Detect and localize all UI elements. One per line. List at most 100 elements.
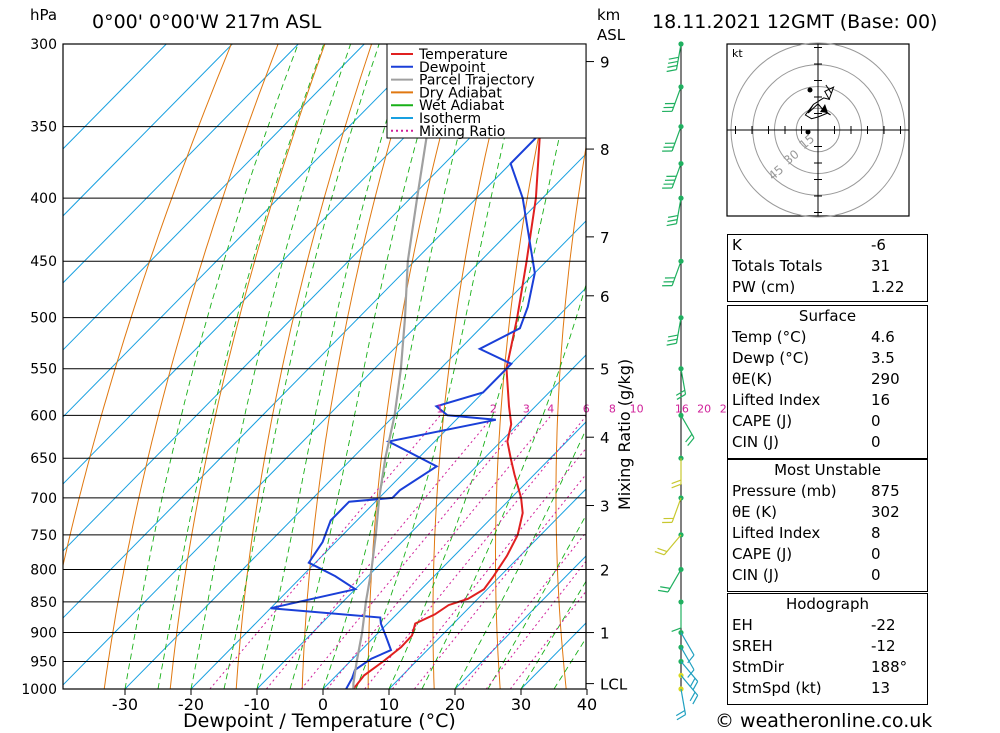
table-row: Most Unstable xyxy=(728,460,927,481)
table-cell: -6 xyxy=(871,236,886,254)
mixing-ratio-line xyxy=(414,473,586,689)
table-row: Surface xyxy=(728,306,927,327)
wind-barb-feather xyxy=(692,681,699,691)
wind-barb-feather xyxy=(687,654,695,664)
hodograph-table: Hodograph EH -22 SREH -12 StmDir 188° StmSp… xyxy=(728,594,927,699)
wind-barb xyxy=(680,632,695,656)
table-cell: Temp (°C) xyxy=(732,328,807,346)
pressure-tick-label: 800 xyxy=(30,562,57,578)
km-tick-label: 6 xyxy=(600,288,610,306)
wind-barb-feather xyxy=(667,214,679,218)
wind-barb-feather xyxy=(668,56,679,60)
pressure-tick-label: 400 xyxy=(30,191,57,207)
wind-barb-feather xyxy=(671,483,682,489)
table-row: Totals Totals 31 xyxy=(728,256,927,277)
mixing-ratio-label: 3 xyxy=(523,402,530,415)
table-cell: Dewp (°C) xyxy=(732,349,810,367)
wind-barb-feather xyxy=(689,677,696,688)
table-cell: 302 xyxy=(871,503,900,521)
wind-barb-feather xyxy=(671,627,682,633)
datetime-title: 18.11.2021 12GMT (Base: 00) xyxy=(652,11,937,33)
x-tick-label: 10 xyxy=(379,695,399,714)
table-cell: EH xyxy=(732,616,753,634)
plot-frame xyxy=(62,43,587,690)
legend-label: Isotherm xyxy=(419,111,481,127)
dry-adiabat-line xyxy=(555,144,586,689)
table-row: Dewp (°C) 3.5 xyxy=(728,348,927,369)
wet-adiabat-line xyxy=(355,44,528,689)
km-tick-label: 4 xyxy=(600,429,610,447)
hodograph-panel: Hodograph EH -22 SREH -12 StmDir 188° StmSp… xyxy=(727,593,928,705)
wind-barb xyxy=(680,415,695,439)
mixing-ratio-line xyxy=(392,447,586,689)
km-tick-label: 8 xyxy=(600,141,610,159)
km-tick-label: 2 xyxy=(600,561,610,579)
table-cell: -22 xyxy=(871,616,896,634)
wind-barb-feather xyxy=(654,550,665,556)
wind-barb xyxy=(680,646,695,671)
x-tick-label: -10 xyxy=(244,695,270,714)
pressure-unit-label: hPa xyxy=(30,6,57,24)
wind-barb xyxy=(671,261,682,286)
table-cell: CIN (J) xyxy=(732,433,780,451)
asl-unit-label: ASL xyxy=(597,26,626,44)
wind-barb-feather xyxy=(671,479,682,485)
wet-adiabat-line xyxy=(322,44,484,689)
table-cell: 8 xyxy=(871,524,881,542)
table-row: Temp (°C) 4.6 xyxy=(728,327,927,348)
isotherm-line xyxy=(454,555,586,689)
table-cell: SREH xyxy=(732,637,773,655)
pressure-tick-label: 700 xyxy=(30,491,57,507)
table-row: PW (cm) 1.22 xyxy=(728,277,927,298)
pressure-tick-label: 650 xyxy=(30,451,57,467)
pressure-tick-label: 900 xyxy=(30,626,57,642)
indices-panel: K -6 Totals Totals 31 PW (cm) 1.22 xyxy=(727,234,928,302)
parcel-trajectory-line xyxy=(352,44,445,689)
wind-barb xyxy=(671,86,682,112)
wind-barb-feather xyxy=(657,547,668,553)
wind-barb xyxy=(667,569,682,593)
table-row: SREH -12 xyxy=(728,636,927,657)
table-row: StmSpd (kt) 13 xyxy=(728,678,927,699)
table-row: θE (K) 302 xyxy=(728,502,927,523)
mixing-ratio-line xyxy=(326,414,552,689)
km-tick-label: 9 xyxy=(600,54,610,72)
wet-adiabat-line xyxy=(190,44,352,689)
wind-barb-feather xyxy=(676,393,686,400)
table-cell: StmSpd (kt) xyxy=(732,679,822,697)
hodograph-point xyxy=(805,129,811,135)
pressure-tick-label: 950 xyxy=(30,655,57,671)
mixing-ratio-line xyxy=(266,414,495,689)
wind-barb-feather xyxy=(675,389,686,396)
dry-adiabat-line xyxy=(103,44,279,689)
wet-adiabat-line xyxy=(124,44,299,689)
wind-barb-feather xyxy=(666,69,677,73)
mixing-ratio-line xyxy=(485,560,586,689)
table-row: StmDir 188° xyxy=(728,657,927,678)
mixing-ratio-line xyxy=(509,590,586,689)
table-cell: CAPE (J) xyxy=(732,545,793,563)
table-cell: Lifted Index xyxy=(732,524,821,542)
pressure-tick-label: 500 xyxy=(30,311,57,327)
table-cell: 875 xyxy=(871,482,900,500)
table-cell: Pressure (mb) xyxy=(732,482,837,500)
section-title: Surface xyxy=(798,307,857,325)
pressure-tick-label: 450 xyxy=(30,254,57,270)
table-row: θE(K) 290 xyxy=(728,369,927,390)
isotherm-line xyxy=(63,44,431,418)
x-tick-label: 0 xyxy=(318,695,328,714)
table-cell: Lifted Index xyxy=(732,391,821,409)
wind-barb-feather xyxy=(675,709,686,717)
km-unit-label: km xyxy=(597,6,620,24)
table-row: K -6 xyxy=(728,235,927,256)
table-cell: CIN (J) xyxy=(732,566,780,584)
table-row: EH -22 xyxy=(728,615,927,636)
wind-barb xyxy=(680,688,687,715)
table-cell: 3.5 xyxy=(871,349,895,367)
table-cell: 4.6 xyxy=(871,328,895,346)
table-cell: 0 xyxy=(871,566,881,584)
table-cell: θE(K) xyxy=(732,370,773,388)
x-tick-label: 30 xyxy=(511,695,531,714)
